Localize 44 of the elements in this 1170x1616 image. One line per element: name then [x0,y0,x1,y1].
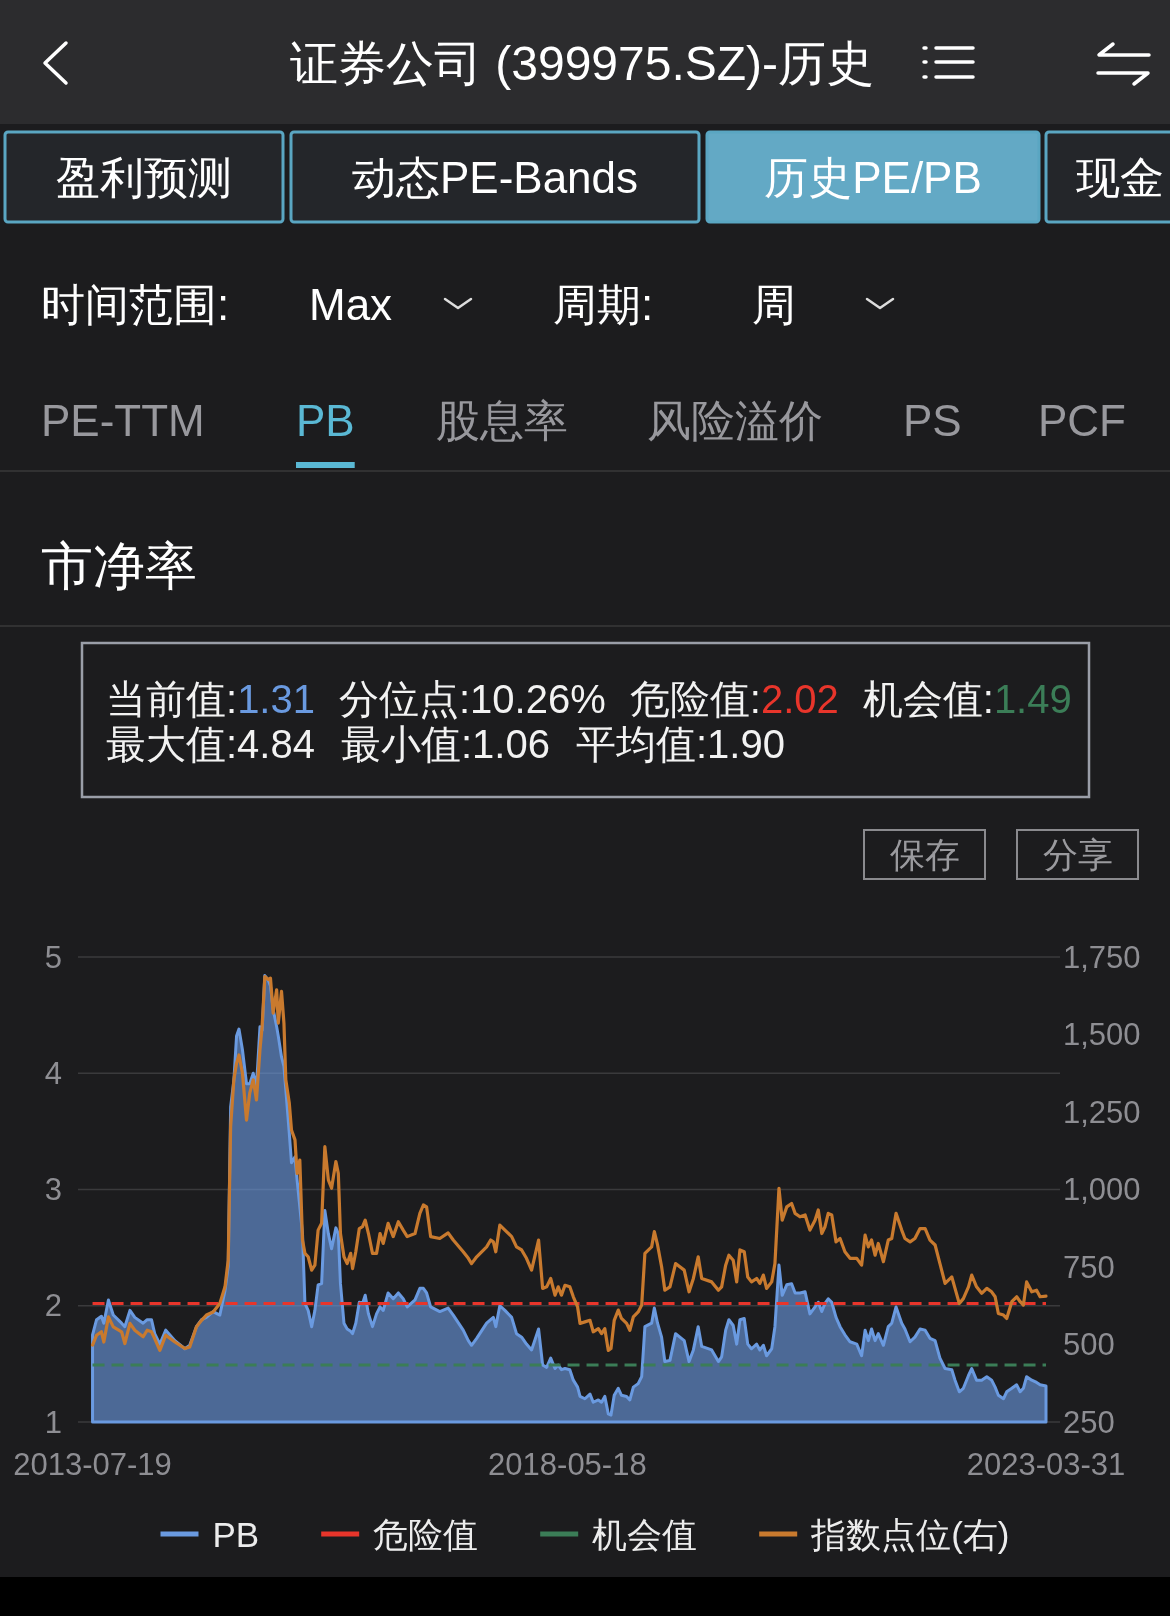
y-tick: 2 [44,1288,62,1324]
legend-label: 危险值 [373,1514,479,1554]
y2-tick: 500 [1063,1327,1115,1362]
x-tick: 2013-07-19 [13,1446,172,1482]
subtitle: 市净率 [41,537,197,595]
info-label: 最小值:1.06 [340,722,550,766]
info-label: 平均值:1.90 [575,722,785,766]
info-label: 最大值:4.84 [106,722,315,766]
option-label: 时间范围: [41,279,230,329]
y2-tick: 750 [1063,1249,1115,1285]
x-tick: 2023-03-31 [966,1446,1126,1482]
x-tick: 2018-05-18 [488,1446,647,1482]
subtab-label: 股息率 [436,395,568,445]
tab-label: 现金 [1076,152,1164,202]
button-label: 分享 [1042,835,1113,874]
tab-label: 盈利预测 [56,152,232,202]
info-label: 机会值:1.49 [862,677,1072,721]
y2-tick: 250 [1063,1404,1115,1440]
info-label: 分位点:10.26% [339,677,606,721]
y2-tick: 1,500 [1063,1017,1141,1052]
subtab-label: PE-TTM [41,395,205,445]
info-label: 危险值:2.02 [629,677,839,721]
option-label: Max [309,279,393,329]
y-tick: 4 [44,1055,62,1091]
info-label: 当前值:1.31 [106,677,315,721]
y-tick: 3 [44,1172,62,1207]
legend-label: 指数点位(右) [811,1514,1010,1554]
option-label: 周期: [553,279,654,329]
subtab-label: PCF [1038,395,1126,445]
tab-label: 历史PE/PB [764,152,982,202]
y2-tick: 1,000 [1063,1172,1141,1207]
y-tick: 1 [44,1404,62,1440]
title: 证券公司 (399975.SZ)-历史 [289,36,875,90]
y-tick: 5 [44,939,62,975]
option-label: 周 [752,279,796,329]
subtab-label: PB [296,395,355,445]
button-label: 保存 [889,835,960,874]
legend-label: PB [212,1514,260,1554]
tab-label: 动态PE-Bands [351,152,639,202]
y2-tick: 1,750 [1063,939,1141,975]
subtab-label: PS [903,395,962,445]
legend-label: 机会值 [592,1514,698,1554]
subtab-label: 风险溢价 [647,395,823,445]
y2-tick: 1,250 [1063,1094,1141,1130]
